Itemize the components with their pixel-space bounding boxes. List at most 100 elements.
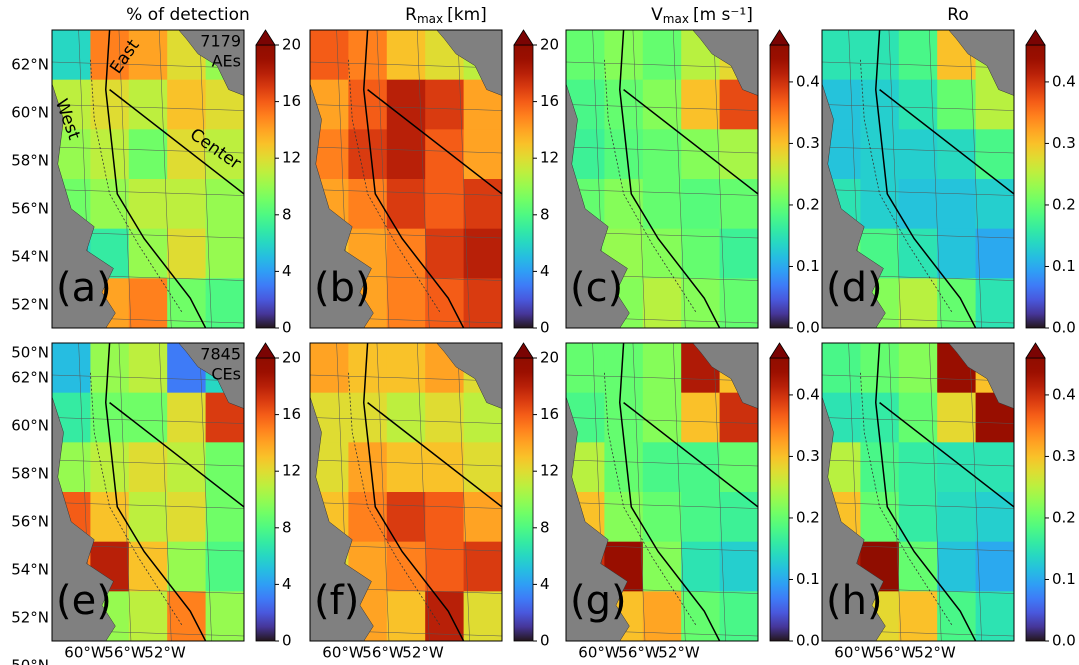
grid-cell [386, 591, 426, 641]
annotation: AEs [212, 52, 241, 71]
lon-tick-label: 60°W [578, 644, 620, 662]
grid-cell [167, 591, 207, 641]
region-boundary [109, 89, 244, 195]
colorbar-tick-label: 0 [282, 319, 292, 337]
meridian [888, 30, 902, 328]
region-boundary [105, 30, 207, 328]
grid-cell [937, 278, 977, 328]
grid-cell [425, 228, 465, 279]
meridian [673, 30, 686, 328]
parallel [566, 146, 758, 154]
grid-cell [566, 30, 605, 81]
grid-cell [937, 591, 977, 641]
colorbar-tick-label: 4 [540, 575, 550, 593]
region-boundary [879, 402, 1014, 508]
meridian [713, 30, 726, 328]
grid-cell [566, 343, 605, 394]
meridian [417, 30, 430, 328]
region-boundary [619, 343, 721, 641]
region-boundary [367, 89, 502, 195]
grid-cell [937, 492, 977, 543]
grid-cell [822, 343, 861, 394]
colorbar-tick-label: 12 [540, 149, 559, 167]
lat-tick-label: 60°N [11, 104, 49, 122]
grid-cell [386, 541, 426, 592]
land [310, 396, 374, 641]
land [948, 343, 1014, 409]
grid-cell [681, 442, 721, 493]
grid-cell [52, 30, 91, 81]
grid-cell [898, 30, 938, 81]
colorbar-tick-label: 0.4 [796, 72, 820, 90]
parallel [310, 104, 502, 111]
grid-cell [898, 442, 938, 493]
colorbar-tick-label: 0 [282, 632, 292, 650]
colorbar [769, 357, 790, 642]
grid-cell [128, 179, 168, 230]
grid-cell [425, 79, 465, 130]
parallel [52, 459, 244, 467]
colorbar-tick-label: 12 [282, 462, 301, 480]
lat-tick-label: 58°N [11, 465, 49, 483]
lat-tick-label: 60°N [11, 417, 49, 435]
grid-cell [425, 129, 465, 180]
lon-tick-label: 56°W [104, 644, 146, 662]
grid-cell [937, 129, 977, 180]
parallel [822, 374, 1014, 382]
grid-cell [719, 591, 758, 641]
isobath [90, 372, 183, 627]
panel-title: Rmax [km] [405, 5, 487, 26]
parallel [566, 61, 758, 69]
grid-cell [898, 392, 938, 443]
colorbar-tick-label: 20 [540, 36, 559, 54]
meridian [888, 343, 902, 641]
lat-tick-label: 58°N [11, 152, 49, 170]
meridian [159, 30, 172, 328]
parallel [310, 189, 502, 196]
grid-cell [975, 492, 1014, 543]
parallel [822, 61, 1014, 69]
map-frame [309, 342, 503, 642]
lon-tick-label: 52°W [144, 644, 186, 662]
colorbar-tick-label: 0.1 [796, 257, 820, 275]
lat-tick-label: 62°N [11, 56, 49, 74]
grid-cell [463, 179, 502, 230]
grid-cell [860, 129, 900, 180]
land [948, 30, 1014, 96]
map-frame [51, 342, 245, 642]
grid-cell [681, 129, 721, 180]
grid-cell [937, 541, 977, 592]
title-main: R [405, 5, 417, 25]
region-boundary [623, 89, 758, 195]
colorbar-tick-label: 8 [540, 518, 550, 536]
colorbar-tick-label: 8 [540, 205, 550, 223]
colorbar-tick-label: 16 [282, 405, 301, 423]
isobath [90, 59, 183, 314]
parallel [566, 374, 758, 382]
grid-cell [463, 541, 502, 592]
meridian [376, 343, 390, 641]
land [178, 30, 244, 96]
lon-tick-label: 56°W [362, 644, 404, 662]
grid-cell [205, 228, 244, 279]
grid-cell [604, 30, 644, 81]
colorbar-tick-label: 8 [282, 518, 292, 536]
title-sub: max [417, 12, 443, 26]
colorbar [513, 357, 534, 642]
grid-cell [937, 179, 977, 230]
grid-cell [898, 541, 938, 592]
lat-tick-label: 54°N [11, 248, 49, 266]
grid-cell [642, 541, 682, 592]
lon-tick-label: 52°W [914, 644, 956, 662]
grid-cell [205, 278, 244, 328]
annotation: 7179 [200, 32, 241, 51]
grid-cell [681, 591, 721, 641]
grid-cell [642, 179, 682, 230]
annotation: CEs [211, 365, 241, 384]
meridian [199, 30, 212, 328]
land [822, 396, 886, 641]
parallel [566, 459, 758, 467]
grid-cell [128, 228, 168, 279]
colorbar-tick-label: 0.2 [1052, 195, 1076, 213]
grid-cell [310, 30, 349, 81]
